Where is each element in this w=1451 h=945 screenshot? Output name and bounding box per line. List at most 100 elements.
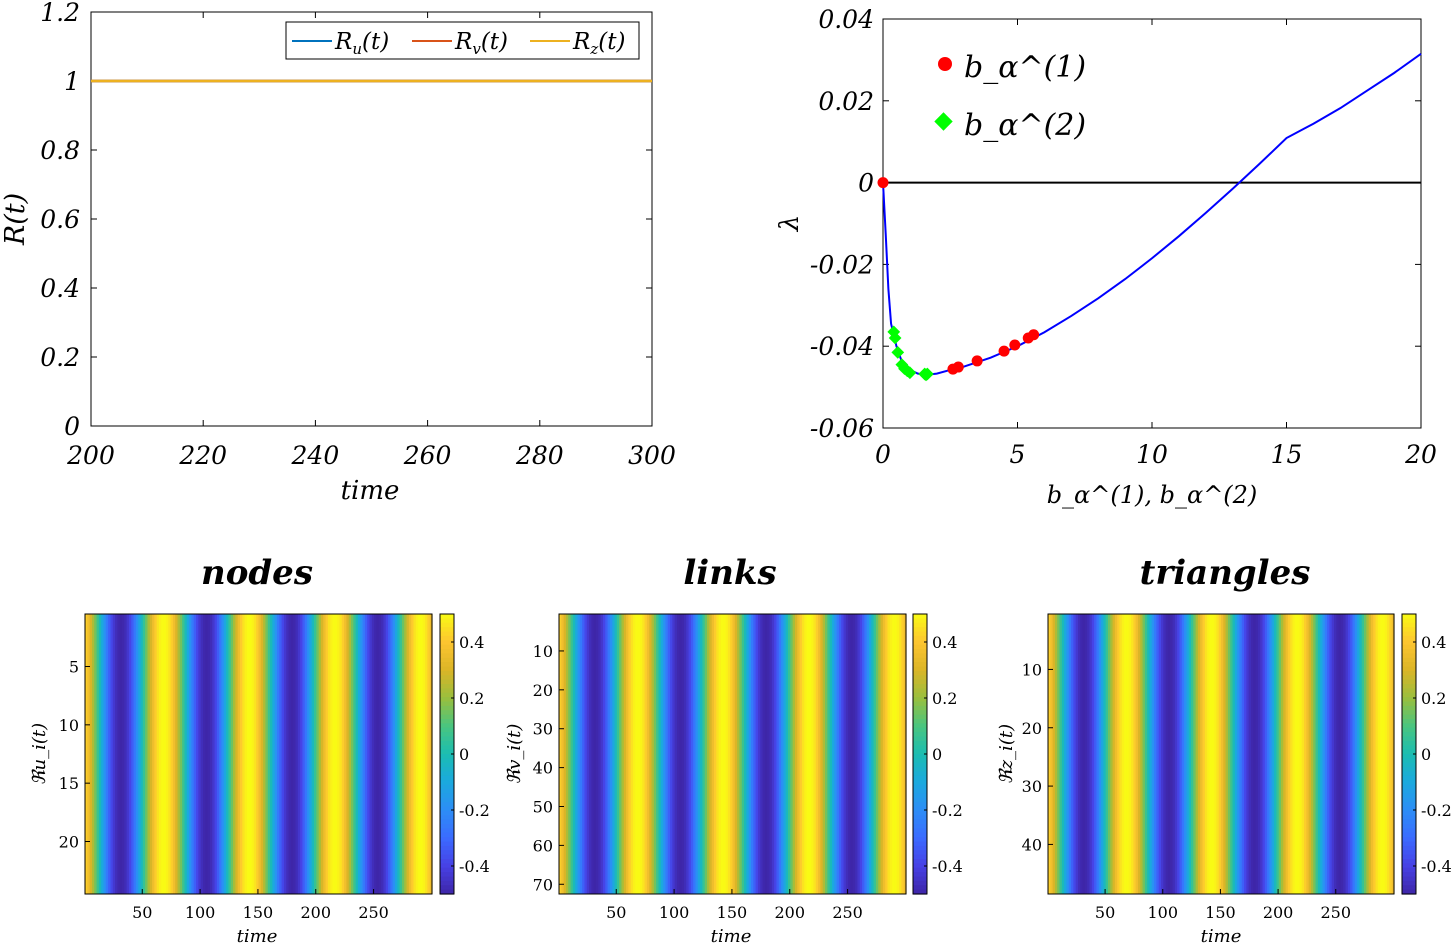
heatmap-triangles-column: [1117, 614, 1121, 894]
heatmap-links-column: [628, 614, 632, 894]
heatmap-triangles-column: [1227, 614, 1231, 894]
colorbar-links-band: [913, 635, 927, 641]
heatmap-nodes-column: [362, 614, 366, 894]
heatmap-links-column: [600, 614, 604, 894]
heatmap-nodes-column: [85, 614, 88, 894]
r-x-tick-label: 220: [178, 441, 227, 470]
heatmap-triangles-column: [1329, 614, 1333, 894]
colorbar-triangles-band: [1402, 789, 1416, 794]
lambda-x-tick-label: 15: [1271, 440, 1303, 469]
colorbar-nodes-band: [440, 657, 454, 663]
heatmap-nodes-column: [253, 614, 257, 894]
heatmap-nodes-column: [163, 614, 167, 894]
colorbar-nodes-band: [440, 749, 454, 755]
colorbar-triangles-band: [1402, 837, 1416, 843]
colorbar-triangles-band: [1402, 740, 1416, 746]
heatmap-triangles-column: [1345, 614, 1349, 894]
heatmap-links-column: [788, 614, 791, 894]
heatmap-links-column: [644, 614, 648, 894]
colorbar-nodes-band: [440, 705, 454, 711]
heatmap-nodes-x-tick-label: 200: [300, 903, 331, 922]
heatmap-nodes-column: [376, 614, 380, 894]
heatmap-nodes-column: [165, 614, 169, 894]
colorbar-links-band: [913, 815, 927, 821]
heatmap-triangles-column: [1336, 614, 1340, 894]
colorbar-nodes-band: [440, 618, 454, 624]
heatmap-nodes-column: [115, 614, 118, 894]
colorbar-triangles-band: [1402, 819, 1416, 825]
colorbar-links-band: [913, 793, 927, 799]
heatmap-links-column: [607, 614, 611, 894]
colorbar-links-band: [913, 657, 927, 663]
heatmap-nodes-column: [348, 614, 352, 894]
heatmap-triangles-column: [1071, 614, 1074, 894]
heatmap-nodes-column: [258, 614, 262, 894]
r-x-tick-label: 300: [628, 441, 676, 470]
heatmap-nodes-column: [175, 614, 179, 894]
colorbar-triangles-band: [1402, 854, 1416, 860]
heatmap-nodes-column: [411, 614, 415, 894]
heatmap-triangles-column: [1370, 614, 1374, 894]
heatmap-links-column: [744, 614, 747, 894]
colorbar-links-band: [913, 854, 927, 860]
colorbar-nodes-band: [440, 719, 454, 724]
heatmap-nodes-column: [198, 614, 202, 894]
heatmap-nodes-column: [87, 614, 91, 894]
heatmap-triangles-column: [1267, 614, 1271, 894]
heatmap-nodes-column: [147, 614, 151, 894]
heatmap-links-column: [619, 614, 623, 894]
heatmap-links-column: [901, 614, 905, 894]
heatmap-triangles-column: [1361, 614, 1365, 894]
heatmap-triangles-column: [1161, 614, 1164, 894]
heatmap-triangles-column: [1119, 614, 1123, 894]
colorbar-links-band: [913, 824, 927, 829]
colorbar-nodes-band: [440, 727, 454, 733]
heatmap-links-column: [656, 614, 660, 894]
heatmap-triangles-column: [1200, 614, 1204, 894]
heatmap-links-column: [746, 614, 750, 894]
colorbar-triangles-band: [1402, 635, 1416, 641]
heatmap-links-column: [741, 614, 745, 894]
lambda-panel: 0 5 10 15 20 -0.06 -0.04 -0.02 0 0.02 0.04 λ b_α^…: [775, 5, 1437, 509]
colorbar-links-band: [913, 828, 927, 834]
colorbar-triangles-band: [1402, 754, 1416, 759]
colorbar-links-band: [913, 845, 927, 851]
heatmap-triangles-column: [1057, 614, 1061, 894]
heatmap-triangles-column: [1310, 614, 1314, 894]
heatmap-nodes-column: [369, 614, 373, 894]
r-legend: Ru(t) Rv(t) Rz(t): [285, 21, 640, 60]
heatmap-nodes-column: [297, 614, 301, 894]
heatmap-links-axes: 50 100 150 200 250 10 20 30 40 50 60 70 0.4 0.2 0 -0.2 -…: [533, 613, 963, 922]
heatmap-links-x-axis-label: time: [711, 926, 752, 945]
heatmap-links-column: [672, 614, 676, 894]
colorbar-links-band: [913, 679, 927, 685]
heatmap-links-column: [887, 614, 891, 894]
heatmap-nodes-column: [142, 614, 146, 894]
heatmap-links-column: [778, 614, 782, 894]
heatmap-triangles-column: [1223, 614, 1227, 894]
colorbar-triangles-band: [1402, 745, 1416, 751]
heatmap-nodes-column: [311, 614, 315, 894]
colorbar-nodes-band: [440, 740, 454, 746]
heatmap-nodes-column: [196, 614, 199, 894]
heatmap-links-column: [827, 614, 831, 894]
colorbar-triangles-band: [1402, 666, 1416, 672]
heatmap-triangles-column: [1216, 614, 1220, 894]
heatmap-links-title: links: [683, 553, 776, 593]
heatmap-links-column: [834, 614, 838, 894]
heatmap-links-column: [822, 614, 826, 894]
heatmap-links-column: [602, 614, 606, 894]
heatmap-nodes-column: [182, 614, 186, 894]
lambda-y-tick-labels: -0.06 -0.04 -0.02 0 0.02 0.04: [810, 5, 874, 443]
heatmap-triangles-column: [1184, 614, 1187, 894]
lambda-b1-point: [952, 361, 964, 373]
heatmap-links-column: [845, 614, 849, 894]
heatmap-links-column: [880, 614, 884, 894]
heatmap-nodes-column: [325, 614, 329, 894]
colorbar-nodes-band: [440, 828, 454, 834]
heatmap-links-column: [829, 614, 833, 894]
heatmap-nodes-column: [152, 614, 155, 894]
heatmap-nodes-column: [172, 614, 176, 894]
heatmap-nodes-column: [156, 614, 160, 894]
